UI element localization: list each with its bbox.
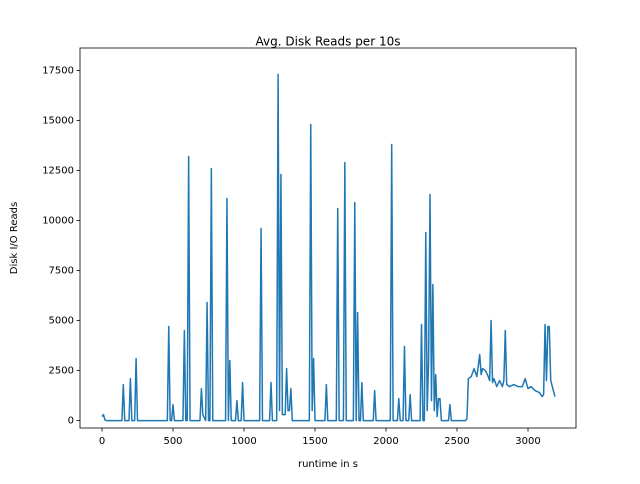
chart-title: Avg. Disk Reads per 10s <box>256 35 401 49</box>
plot-frame <box>79 47 577 429</box>
y-tick-label: 12500 <box>42 165 74 176</box>
x-tick-label: 1500 <box>302 436 327 447</box>
x-tick-label: 1000 <box>231 436 256 447</box>
x-tick-label: 0 <box>99 436 105 447</box>
x-tick-label: 2000 <box>373 436 398 447</box>
x-tick-label: 3000 <box>515 436 540 447</box>
y-tick-label: 0 <box>68 416 74 427</box>
x-tick-label: 500 <box>163 436 182 447</box>
y-tick-label: 7500 <box>49 266 74 277</box>
y-tick-label: 17500 <box>42 65 74 76</box>
y-tick-label: 5000 <box>49 316 74 327</box>
data-line <box>101 73 556 422</box>
y-tick-label: 15000 <box>42 115 74 126</box>
y-tick-label: 2500 <box>49 366 74 377</box>
y-axis-label: Disk I/O Reads <box>9 202 20 274</box>
x-tick-label: 2500 <box>444 436 469 447</box>
x-axis-label: runtime in s <box>298 459 358 470</box>
y-tick-label: 10000 <box>42 215 74 226</box>
